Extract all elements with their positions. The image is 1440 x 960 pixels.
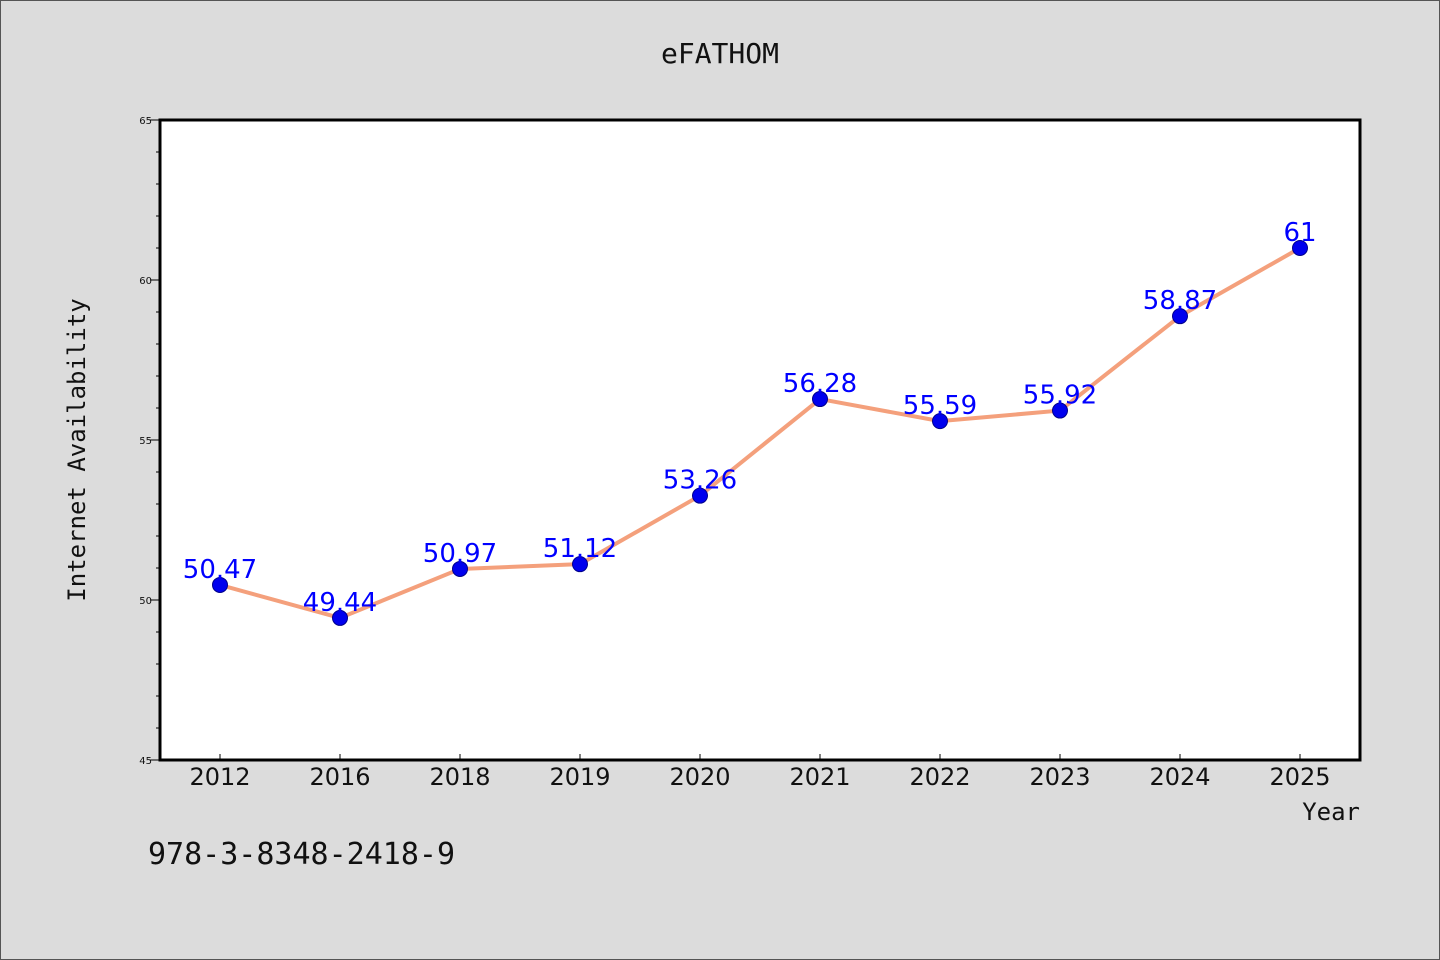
data-point xyxy=(812,391,828,408)
y-tick-label: 65 xyxy=(139,116,152,127)
data-series xyxy=(212,240,1308,626)
data-point xyxy=(572,556,588,573)
y-axis-label: Internet Availability xyxy=(63,298,91,601)
data-label: 56.28 xyxy=(783,369,857,399)
plot-area xyxy=(158,118,1362,762)
isbn-text: 978-3-8348-2418-9 xyxy=(148,837,455,872)
data-label: 51.12 xyxy=(543,534,617,564)
data-point xyxy=(932,413,948,430)
data-point xyxy=(212,576,228,593)
x-tick-label: 2020 xyxy=(669,763,730,791)
x-tick-label: 2025 xyxy=(1269,763,1330,791)
x-tick-label: 2022 xyxy=(909,763,970,791)
data-point xyxy=(332,609,348,626)
x-tick-label: 2012 xyxy=(189,763,250,791)
data-label: 61 xyxy=(1283,218,1316,248)
data-labels: 50.47 49.44 50.97 51.12 53.26 56.28 55.59 55.92… xyxy=(183,218,1317,618)
y-tick-label: 55 xyxy=(139,436,152,447)
x-tick-label: 2024 xyxy=(1149,763,1210,791)
data-label: 50.97 xyxy=(423,539,497,569)
data-point xyxy=(1052,402,1068,419)
x-tick-label: 2023 xyxy=(1029,763,1090,791)
x-tick-label: 2019 xyxy=(549,763,610,791)
x-tick-label: 2018 xyxy=(429,763,490,791)
x-tick-label: 2016 xyxy=(309,763,370,791)
data-label: 55.92 xyxy=(1023,381,1097,411)
data-point xyxy=(1292,240,1308,256)
x-axis-label: Year xyxy=(1302,798,1360,826)
chart-title: eFATHOM xyxy=(661,37,779,70)
x-tick-label: 2021 xyxy=(789,763,850,791)
data-point xyxy=(452,560,468,577)
data-point xyxy=(692,487,708,504)
y-tick-label: 60 xyxy=(139,276,152,287)
y-tick-label: 50 xyxy=(139,596,152,607)
data-point xyxy=(1172,308,1188,325)
y-axis-ticks: 45 50 55 60 65 xyxy=(139,116,160,767)
data-label: 58.87 xyxy=(1143,286,1217,316)
x-axis-ticks: 2012 2016 2018 2019 2020 2021 2022 2023 2024 2025 xyxy=(189,754,1331,791)
data-label: 49.44 xyxy=(303,588,377,618)
series-line xyxy=(219,246,1301,620)
data-label: 53.26 xyxy=(663,466,737,496)
data-label: 50.47 xyxy=(183,555,257,585)
y-tick-label: 45 xyxy=(139,756,152,767)
data-label: 55.59 xyxy=(903,391,977,421)
